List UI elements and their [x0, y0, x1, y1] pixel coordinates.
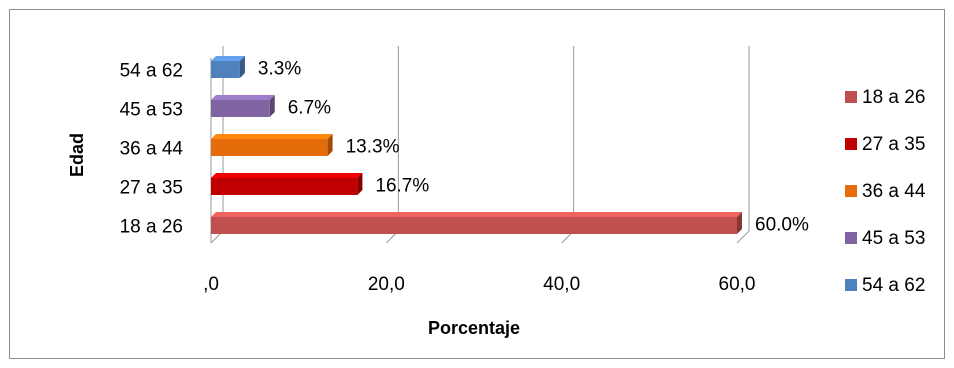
data-label: 3.3%	[258, 59, 301, 80]
legend: 18 a 26 27 a 35 36 a 44 45 a 53 54 a 62	[845, 87, 926, 296]
legend-label: 36 a 44	[862, 181, 926, 202]
bar-top-face	[211, 212, 742, 217]
x-tick-label: 40,0	[543, 274, 580, 295]
y-tick-label: 36 a 44	[120, 139, 184, 160]
y-tick-label: 27 a 35	[120, 178, 183, 199]
bar-top-face	[211, 173, 363, 178]
bars	[211, 56, 742, 234]
x-tick-label: 20,0	[368, 274, 405, 295]
x-tick-label: 60,0	[719, 274, 756, 295]
y-tick-label: 54 a 62	[120, 61, 183, 82]
data-label: 13.3%	[346, 137, 400, 158]
bar-end-face	[327, 134, 333, 156]
legend-label: 45 a 53	[862, 228, 925, 249]
tick-labels: 18 a 26 27 a 35 36 a 44 45 a 53 54 a 62 ,0 20,…	[120, 61, 756, 295]
data-label: 60.0%	[755, 215, 809, 236]
legend-swatch	[845, 279, 857, 291]
chart-area	[9, 9, 945, 359]
bar-top-face	[211, 134, 333, 139]
legend-swatch	[845, 138, 857, 150]
legend-swatch	[845, 91, 857, 103]
bar-end-face	[239, 56, 245, 78]
x-axis-title: Porcentaje	[428, 318, 520, 338]
bar	[211, 139, 328, 156]
bar	[211, 178, 358, 195]
x-tick-label: ,0	[203, 274, 219, 295]
y-axis-title: Edad	[67, 133, 87, 177]
y-tick-label: 45 a 53	[120, 100, 183, 121]
data-label: 6.7%	[288, 98, 331, 119]
bar	[211, 61, 240, 78]
y-tick-label: 18 a 26	[120, 217, 183, 238]
gridline-floor	[736, 230, 750, 244]
bar	[211, 100, 270, 117]
bar	[211, 217, 737, 234]
data-labels: 60.0% 16.7% 13.3% 6.7% 3.3%	[258, 59, 809, 236]
bar-end-face	[269, 95, 275, 117]
legend-label: 18 a 26	[862, 87, 925, 108]
bar-top-face	[211, 56, 245, 61]
legend-label: 54 a 62	[862, 275, 925, 296]
legend-swatch	[845, 185, 857, 197]
bar-top-face	[211, 95, 275, 100]
data-label: 16.7%	[375, 176, 429, 197]
legend-swatch	[845, 232, 857, 244]
legend-label: 27 a 35	[862, 134, 925, 155]
bar-end-face	[357, 173, 363, 195]
bar-end-face	[737, 212, 742, 234]
